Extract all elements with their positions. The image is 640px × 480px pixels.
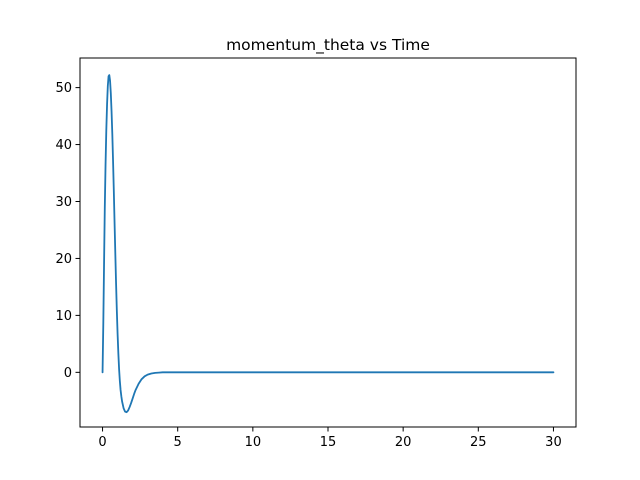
y-tick-label: 10 [55,309,72,324]
x-tick-label: 15 [320,435,337,450]
series-line [101,74,555,414]
x-tick-label: 5 [174,435,182,450]
x-tick-label: 25 [470,435,487,450]
x-tick-label: 30 [545,435,562,450]
y-tick-label: 50 [55,81,72,96]
x-tick-label: 10 [245,435,262,450]
y-axis: 0 10 20 30 40 50 [55,81,80,381]
y-tick-label: 40 [55,138,72,153]
y-tick-label: 0 [64,366,72,381]
x-axis: 0 5 10 15 20 25 30 [98,427,562,450]
chart-title: momentum_theta vs Time [226,36,430,55]
y-tick-label: 20 [55,252,72,267]
x-tick-label: 0 [98,435,106,450]
y-tick-label: 30 [55,195,72,210]
series-layer [101,74,555,414]
x-tick-label: 20 [395,435,412,450]
